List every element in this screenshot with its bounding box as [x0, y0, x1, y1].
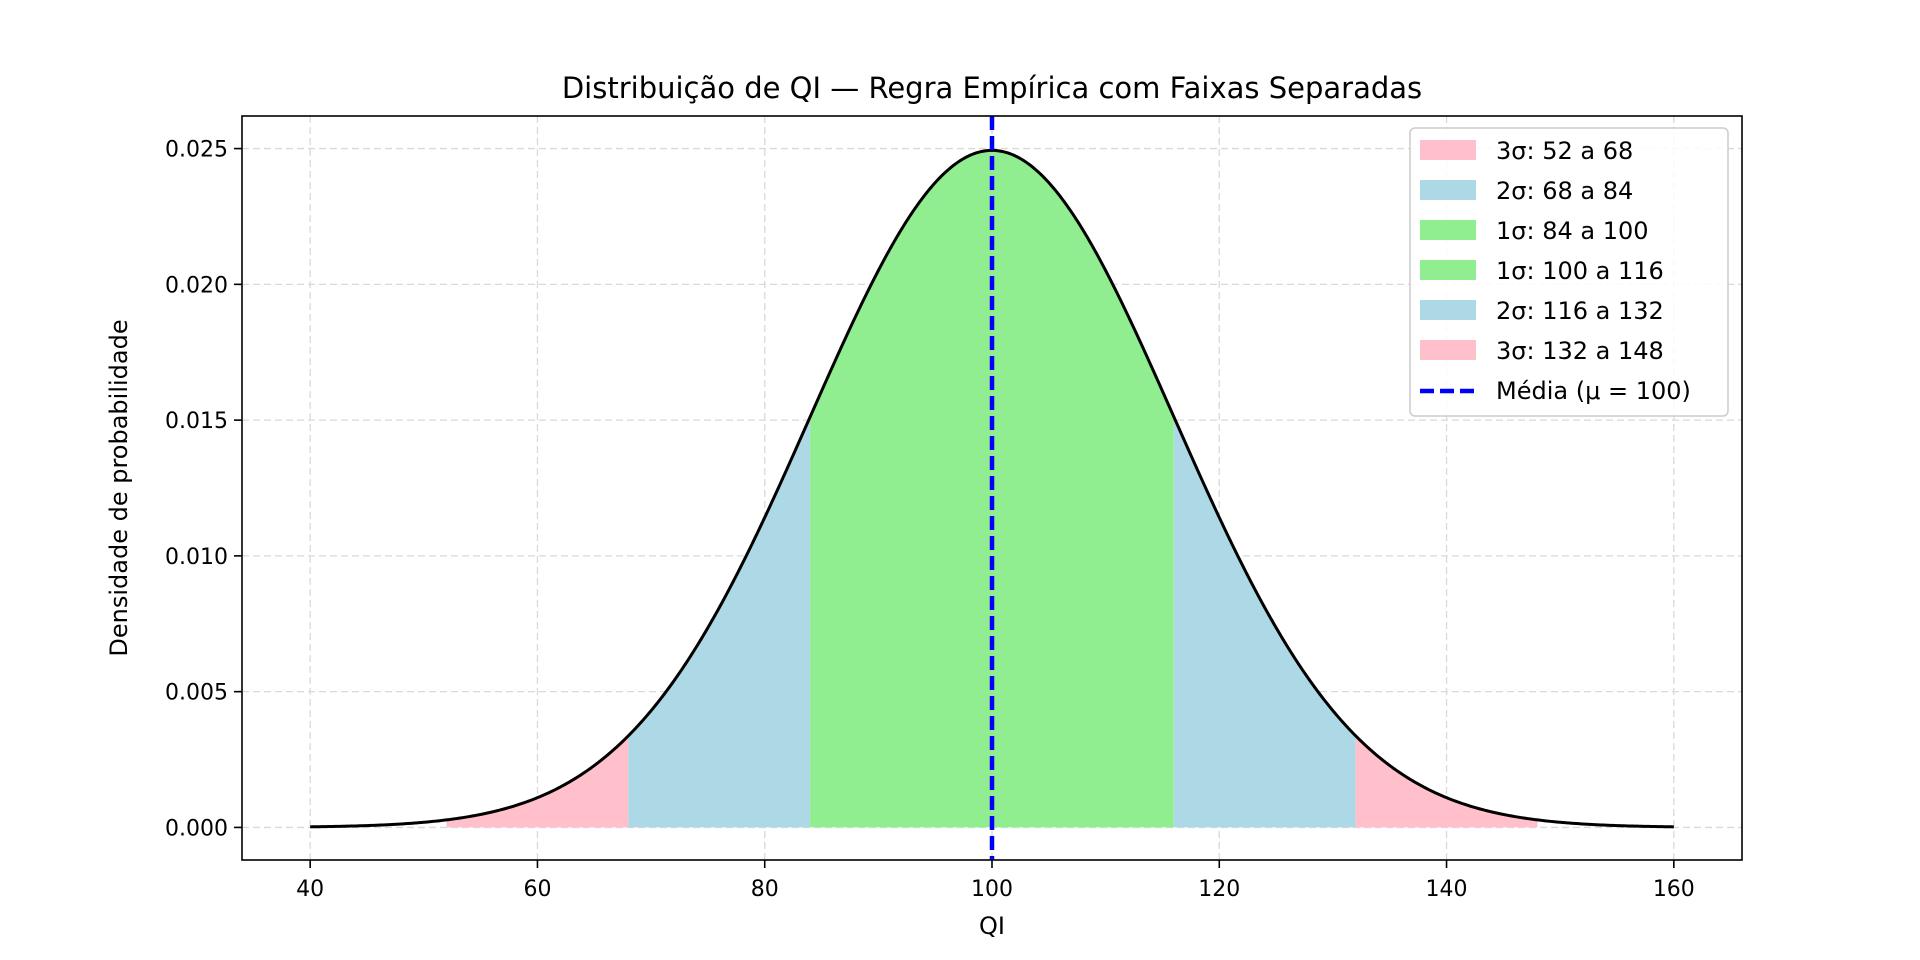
legend-label: 2σ: 68 a 84	[1496, 177, 1633, 205]
y-tick-label: 0.000	[165, 816, 228, 841]
legend-swatch	[1420, 300, 1476, 320]
legend-label: 2σ: 116 a 132	[1496, 297, 1664, 325]
y-tick-label: 0.005	[165, 681, 228, 706]
legend-label: 3σ: 52 a 68	[1496, 137, 1633, 165]
legend-label: Média (μ = 100)	[1496, 377, 1691, 405]
x-tick-label: 40	[296, 877, 324, 902]
legend-label: 1σ: 100 a 116	[1496, 257, 1664, 285]
legend: 3σ: 52 a 68 2σ: 68 a 84 1σ: 84 a 100 1σ: 10…	[1409, 127, 1729, 417]
x-tick-label: 80	[751, 877, 779, 902]
x-tick-label: 160	[1653, 877, 1695, 902]
x-tick-label: 60	[523, 877, 551, 902]
legend-swatch	[1420, 140, 1476, 160]
band-area-6	[1355, 735, 1538, 828]
y-tick-label: 0.015	[165, 409, 228, 434]
density-curve	[310, 148, 1674, 829]
y-tick-label: 0.010	[165, 545, 228, 570]
y-tick-label: 0.025	[165, 138, 228, 163]
legend-box	[1409, 127, 1729, 417]
chart-title: Distribuição de QI — Regra Empírica com …	[562, 71, 1422, 105]
y-axis-ticks: 0.000 0.005 0.010 0.015 0.020 0.025	[165, 138, 242, 841]
density-curve-layer	[310, 148, 1674, 829]
x-tick-label: 100	[971, 877, 1013, 902]
x-axis-title: QI	[979, 912, 1005, 940]
y-axis-title: Densidade de probabilidade	[105, 319, 133, 656]
legend-swatch	[1420, 180, 1476, 200]
legend-label: 3σ: 132 a 148	[1496, 337, 1664, 365]
x-tick-label: 120	[1198, 877, 1240, 902]
x-axis-ticks: 40 60 80 100 120 140 160	[296, 860, 1695, 902]
legend-swatch	[1420, 220, 1476, 240]
legend-swatch	[1420, 340, 1476, 360]
band-area-1	[446, 735, 629, 828]
y-tick-label: 0.020	[165, 273, 228, 298]
legend-label: 1σ: 84 a 100	[1496, 217, 1649, 245]
x-tick-label: 140	[1426, 877, 1468, 902]
legend-swatch	[1420, 260, 1476, 280]
